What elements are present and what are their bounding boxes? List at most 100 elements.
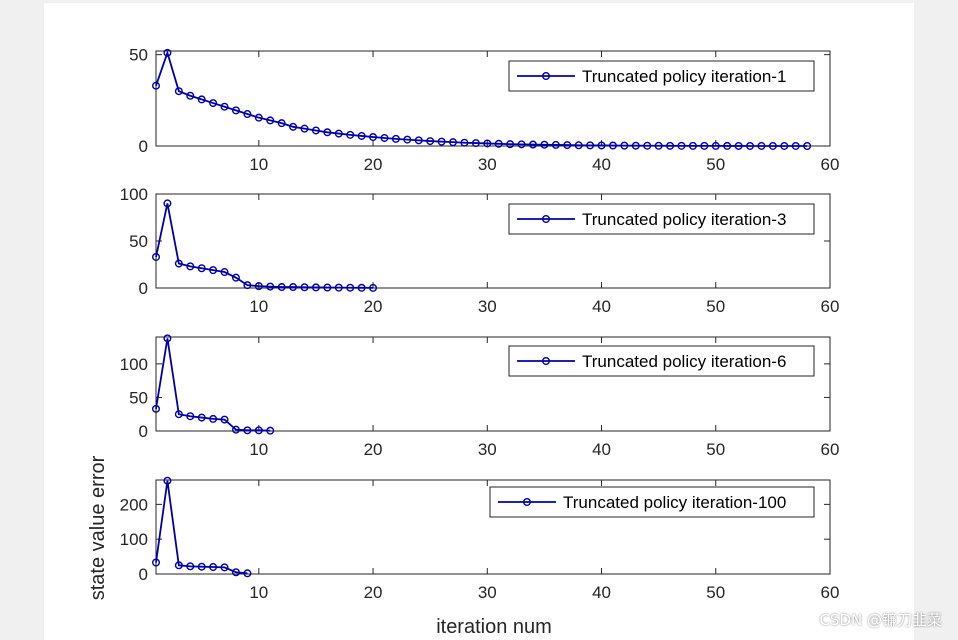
x-tick-label: 20 — [364, 440, 383, 459]
data-point — [437, 137, 446, 146]
data-point — [688, 141, 697, 150]
x-tick-label: 50 — [706, 155, 725, 174]
data-point — [163, 48, 172, 57]
data-point — [323, 283, 332, 292]
x-tick-label: 40 — [592, 155, 611, 174]
data-point — [757, 141, 766, 150]
figure: 10 20 30 40 50 60 0 50 Truncated policy iteratio… — [44, 3, 914, 640]
x-tick-label: 10 — [249, 297, 268, 316]
x-tick-label: 40 — [592, 297, 611, 316]
legend-label: Truncated policy iteration-1 — [582, 67, 786, 86]
data-point — [471, 139, 480, 148]
data-point — [254, 426, 263, 435]
data-point — [186, 91, 195, 100]
y-tick-label: 200 — [120, 495, 148, 514]
data-point — [563, 141, 572, 150]
data-point — [243, 569, 252, 578]
legend-label: Truncated policy iteration-6 — [582, 352, 786, 371]
y-tick-label: 0 — [139, 565, 148, 584]
data-point — [369, 283, 378, 292]
y-tick-label: 50 — [129, 388, 148, 407]
data-point — [768, 141, 777, 150]
legend-marker — [542, 214, 551, 223]
x-tick-label: 50 — [706, 440, 725, 459]
data-point — [643, 141, 652, 150]
data-point — [334, 283, 343, 292]
data-point — [403, 135, 412, 144]
x-tick-label: 60 — [821, 155, 840, 174]
data-point — [220, 102, 229, 111]
subplot-1: 10 20 30 40 50 60 0 50 Truncated policy iteratio… — [129, 46, 839, 174]
x-axis-title: iteration num — [436, 616, 552, 638]
y-tick-label: 100 — [120, 530, 148, 549]
data-point — [174, 410, 183, 419]
series-line — [155, 480, 248, 575]
data-point — [197, 264, 206, 273]
legend-marker — [523, 498, 532, 507]
x-tick-label: 30 — [478, 583, 497, 602]
data-point — [551, 140, 560, 149]
x-tick-label: 60 — [821, 297, 840, 316]
data-point — [151, 404, 160, 413]
data-point — [449, 138, 458, 147]
data-point — [197, 95, 206, 104]
data-point — [243, 426, 252, 435]
data-point — [311, 283, 320, 292]
data-point — [209, 99, 218, 108]
data-point — [426, 137, 435, 146]
data-point — [186, 262, 195, 271]
y-tick-label: 50 — [129, 232, 148, 251]
y-tick-label: 100 — [120, 185, 148, 204]
data-point — [243, 281, 252, 290]
data-point — [220, 268, 229, 277]
legend-marker — [542, 71, 551, 80]
x-tick-label: 40 — [592, 440, 611, 459]
x-tick-label: 30 — [478, 440, 497, 459]
x-tick-label: 10 — [249, 583, 268, 602]
data-point — [746, 141, 755, 150]
legend-marker — [542, 357, 551, 366]
data-point — [540, 140, 549, 149]
data-point — [163, 334, 172, 343]
data-point — [357, 283, 366, 292]
data-point — [289, 122, 298, 131]
data-point — [494, 139, 503, 148]
x-tick-label: 60 — [821, 583, 840, 602]
data-point — [791, 141, 800, 150]
chart-canvas: 10 20 30 40 50 60 0 50 Truncated policy iteratio… — [87, 46, 840, 638]
data-point — [151, 252, 160, 261]
data-point — [277, 119, 286, 128]
data-point — [163, 476, 172, 485]
x-tick-label: 60 — [821, 440, 840, 459]
x-tick-label: 50 — [706, 297, 725, 316]
data-point — [300, 283, 309, 292]
data-point — [460, 138, 469, 147]
data-point — [483, 139, 492, 148]
data-point — [506, 140, 515, 149]
data-point — [334, 129, 343, 138]
data-point — [723, 141, 732, 150]
data-point — [323, 128, 332, 137]
data-point — [346, 130, 355, 139]
data-point — [391, 134, 400, 143]
data-point — [289, 283, 298, 292]
data-point — [209, 414, 218, 423]
data-point — [197, 562, 206, 571]
data-point — [266, 116, 275, 125]
data-point — [357, 131, 366, 140]
x-tick-label: 40 — [592, 583, 611, 602]
y-tick-label: 100 — [120, 355, 148, 374]
y-tick-label: 0 — [139, 279, 148, 298]
data-point — [780, 141, 789, 150]
data-point — [517, 140, 526, 149]
data-point — [380, 133, 389, 142]
y-tick-label: 50 — [129, 46, 148, 65]
legend-label: Truncated policy iteration-3 — [582, 210, 786, 229]
data-point — [209, 266, 218, 275]
data-point — [231, 568, 240, 577]
subplot-2: 10 20 30 40 50 60 0 50 100 Truncated policy itera… — [120, 185, 840, 316]
x-tick-label: 20 — [364, 297, 383, 316]
series-line — [155, 49, 808, 147]
data-point — [231, 425, 240, 434]
data-point — [209, 563, 218, 572]
